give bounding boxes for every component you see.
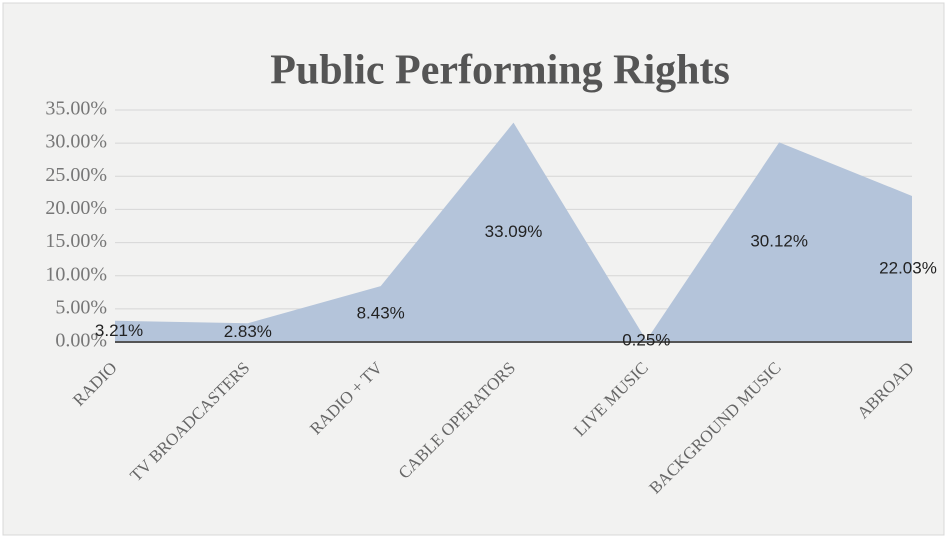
area [115, 122, 912, 342]
y-tick-label: 15.00% [45, 230, 107, 252]
y-tick-label: 25.00% [45, 164, 107, 186]
y-tick-label: 20.00% [45, 197, 107, 219]
data-label: 2.83% [224, 322, 272, 341]
data-label: 8.43% [357, 304, 405, 323]
data-label: 30.12% [750, 232, 808, 251]
y-tick-label: 0.00% [55, 330, 107, 352]
data-label: 22.03% [879, 258, 937, 277]
data-label: 3.21% [95, 321, 143, 340]
y-tick-label: 5.00% [55, 296, 107, 318]
data-label: 0.25% [622, 331, 670, 350]
chart-title: Public Performing Rights [270, 48, 730, 94]
y-tick-label: 10.00% [45, 263, 107, 285]
y-tick-label: 35.00% [45, 98, 107, 120]
y-tick-label: 30.00% [45, 131, 107, 153]
data-label: 33.09% [485, 222, 543, 241]
